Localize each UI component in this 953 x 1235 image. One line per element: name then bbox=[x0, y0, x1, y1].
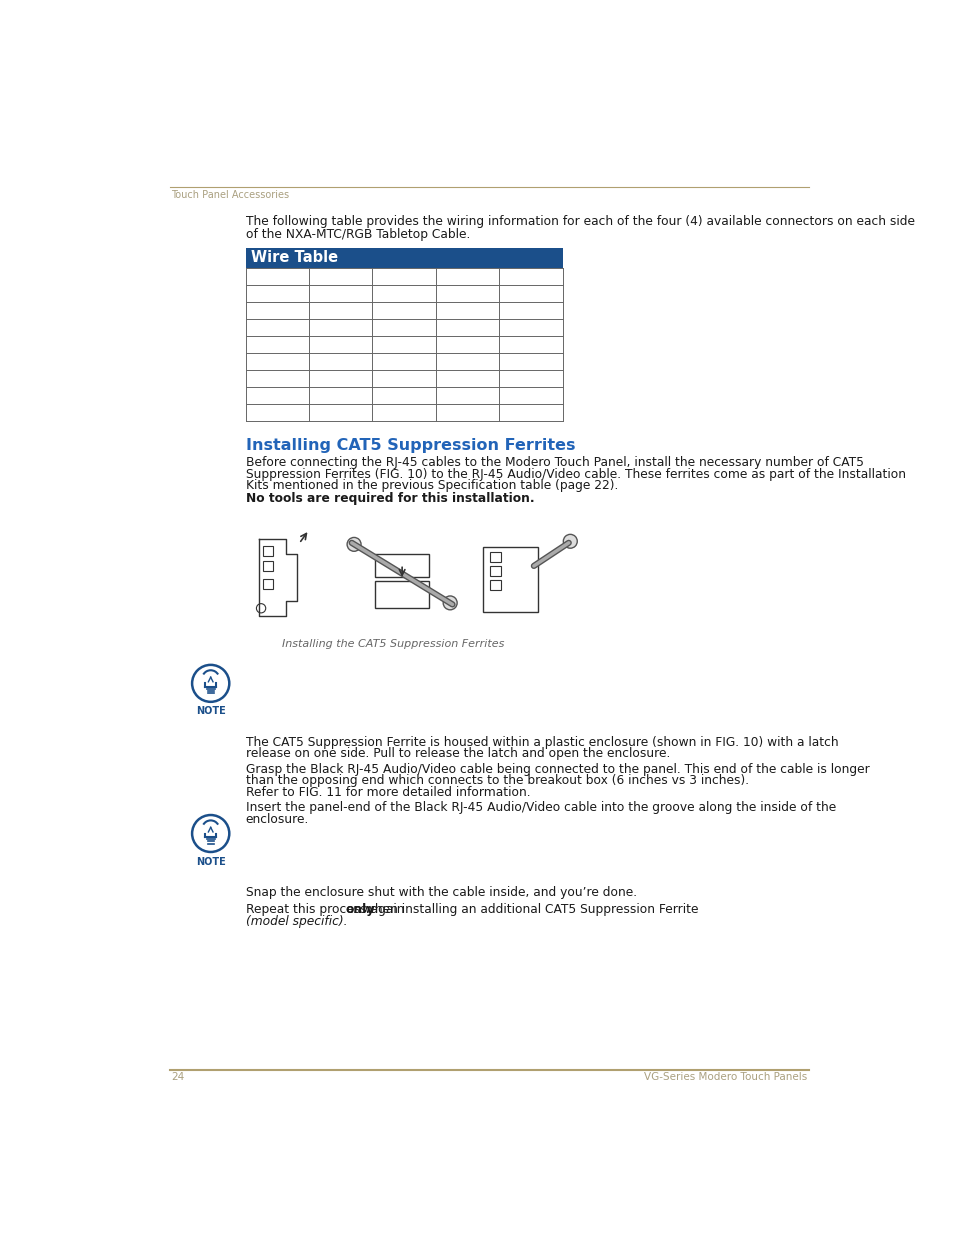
Text: Before connecting the RJ-45 cables to the Modero Touch Panel, install the necess: Before connecting the RJ-45 cables to th… bbox=[245, 456, 862, 469]
Text: enclosure.: enclosure. bbox=[245, 813, 309, 826]
Text: Kits mentioned in the previous Specification table (page 22).: Kits mentioned in the previous Specifica… bbox=[245, 479, 618, 493]
Text: Suppression Ferrites (FIG. 10) to the RJ-45 Audio/Video cable. These ferrites co: Suppression Ferrites (FIG. 10) to the RJ… bbox=[245, 468, 904, 480]
Text: than the opposing end which connects to the breakout box (6 inches vs 3 inches).: than the opposing end which connects to … bbox=[245, 774, 748, 787]
Text: VG-Series Modero Touch Panels: VG-Series Modero Touch Panels bbox=[643, 1072, 806, 1082]
Circle shape bbox=[192, 664, 229, 701]
Circle shape bbox=[256, 604, 266, 613]
Bar bbox=[375, 582, 429, 609]
Bar bbox=[489, 552, 500, 562]
Text: only: only bbox=[345, 903, 375, 916]
Text: when installing an additional CAT5 Suppression Ferrite: when installing an additional CAT5 Suppr… bbox=[360, 903, 698, 916]
Text: release on one side. Pull to release the latch and open the enclosure.: release on one side. Pull to release the… bbox=[245, 747, 669, 761]
Circle shape bbox=[347, 537, 360, 551]
Circle shape bbox=[562, 535, 577, 548]
Text: Installing the CAT5 Suppression Ferrites: Installing the CAT5 Suppression Ferrites bbox=[282, 640, 504, 650]
Bar bbox=[245, 247, 562, 268]
Text: The following table provides the wiring information for each of the four (4) ava: The following table provides the wiring … bbox=[245, 215, 914, 228]
Circle shape bbox=[192, 815, 229, 852]
Text: Refer to FIG. 11 for more detailed information.: Refer to FIG. 11 for more detailed infor… bbox=[245, 785, 530, 799]
Text: (model specific).: (model specific). bbox=[245, 915, 347, 929]
Text: 24: 24 bbox=[171, 1072, 184, 1082]
Text: No tools are required for this installation.: No tools are required for this installat… bbox=[245, 492, 534, 505]
Bar bbox=[375, 555, 429, 578]
Bar bbox=[262, 561, 274, 572]
Text: of the NXA-MTC/RGB Tabletop Cable.: of the NXA-MTC/RGB Tabletop Cable. bbox=[245, 227, 470, 241]
Text: Touch Panel Accessories: Touch Panel Accessories bbox=[171, 190, 289, 200]
Bar bbox=[262, 546, 274, 556]
Text: Wire Table: Wire Table bbox=[251, 251, 337, 266]
Bar bbox=[483, 547, 537, 613]
Bar bbox=[262, 579, 274, 589]
Text: Grasp the Black RJ-45 Audio/Video cable being connected to the panel. This end o: Grasp the Black RJ-45 Audio/Video cable … bbox=[245, 763, 868, 776]
Circle shape bbox=[443, 597, 456, 610]
Text: Installing CAT5 Suppression Ferrites: Installing CAT5 Suppression Ferrites bbox=[245, 437, 575, 453]
Text: The CAT5 Suppression Ferrite is housed within a plastic enclosure (shown in FIG.: The CAT5 Suppression Ferrite is housed w… bbox=[245, 736, 838, 748]
Text: NOTE: NOTE bbox=[195, 857, 225, 867]
Text: Insert the panel-end of the Black RJ-45 Audio/Video cable into the groove along : Insert the panel-end of the Black RJ-45 … bbox=[245, 802, 835, 814]
Text: NOTE: NOTE bbox=[195, 706, 225, 716]
Text: Repeat this process again: Repeat this process again bbox=[245, 903, 408, 916]
Bar bbox=[489, 579, 500, 590]
Bar bbox=[489, 566, 500, 576]
Text: Snap the enclosure shut with the cable inside, and you’re done.: Snap the enclosure shut with the cable i… bbox=[245, 885, 636, 899]
